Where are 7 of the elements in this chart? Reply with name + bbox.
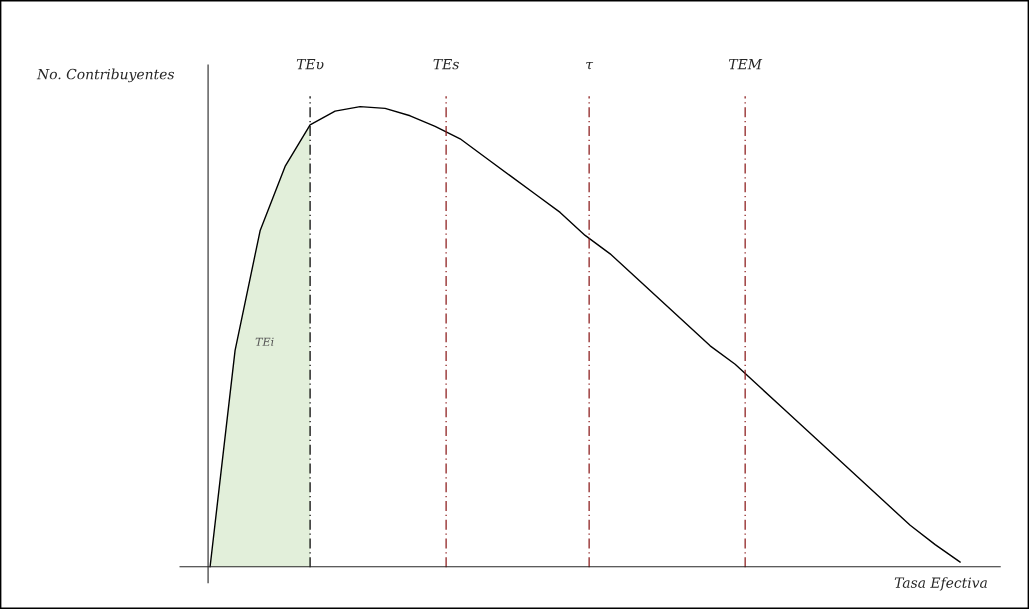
text: TEυ <box>296 59 324 70</box>
text: TEs <box>433 59 459 70</box>
x-axis-title: Tasa Efectiva <box>894 577 987 591</box>
text: τ <box>586 61 594 70</box>
text: TEM <box>729 59 763 70</box>
annotation: TEi <box>255 337 274 346</box>
y-axis-title: No. Contribuyentes <box>36 68 175 83</box>
